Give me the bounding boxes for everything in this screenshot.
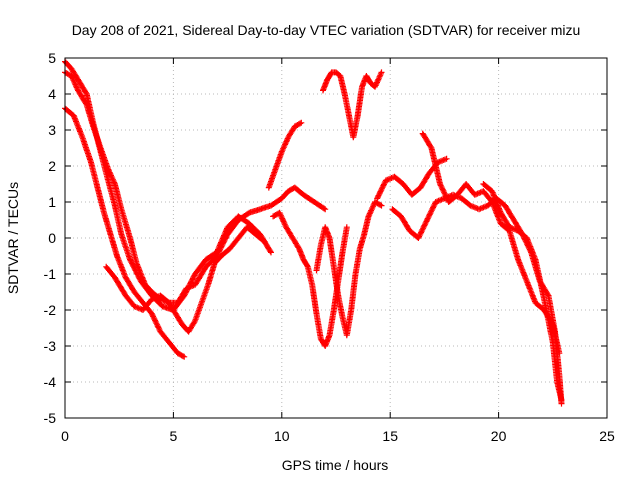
series-track-h bbox=[320, 69, 385, 141]
series-track-g bbox=[313, 199, 385, 339]
series-track-e bbox=[265, 119, 305, 191]
grid-lines bbox=[65, 58, 607, 418]
y-tick-label: 2 bbox=[48, 158, 56, 174]
y-tick-label: 1 bbox=[48, 194, 56, 210]
y-tick-label: -3 bbox=[44, 338, 57, 354]
series-points bbox=[103, 224, 268, 335]
y-axis-label: SDTVAR / TECUs bbox=[5, 182, 21, 294]
x-axis-label: GPS time / hours bbox=[282, 457, 389, 473]
x-tick-label: 0 bbox=[61, 428, 69, 444]
y-tick-label: -1 bbox=[44, 266, 57, 282]
x-tick-label: 20 bbox=[491, 428, 507, 444]
series-track-l bbox=[480, 181, 565, 403]
y-tick-label: 5 bbox=[48, 50, 56, 66]
series-points bbox=[265, 119, 305, 191]
axis-ticks: 0 5 10 15 20 25 -5 -4 -3 -2 -1 0 1 2 3 4 5 bbox=[44, 50, 615, 444]
series-points bbox=[480, 181, 565, 403]
series-points bbox=[320, 69, 385, 141]
y-tick-label: -5 bbox=[44, 410, 57, 426]
x-tick-label: 15 bbox=[382, 428, 398, 444]
y-tick-label: 0 bbox=[48, 230, 56, 246]
y-tick-label: -4 bbox=[44, 374, 57, 390]
chart-title: Day 208 of 2021, Sidereal Day-to-day VTE… bbox=[72, 22, 581, 38]
series-points bbox=[313, 199, 385, 339]
y-tick-label: 3 bbox=[48, 122, 56, 138]
x-tick-label: 25 bbox=[599, 428, 615, 444]
x-tick-label: 5 bbox=[170, 428, 178, 444]
x-tick-label: 10 bbox=[274, 428, 290, 444]
y-tick-label: -2 bbox=[44, 302, 57, 318]
series-track-d bbox=[103, 224, 268, 335]
y-tick-label: 4 bbox=[48, 86, 56, 102]
data-layer bbox=[62, 58, 565, 407]
